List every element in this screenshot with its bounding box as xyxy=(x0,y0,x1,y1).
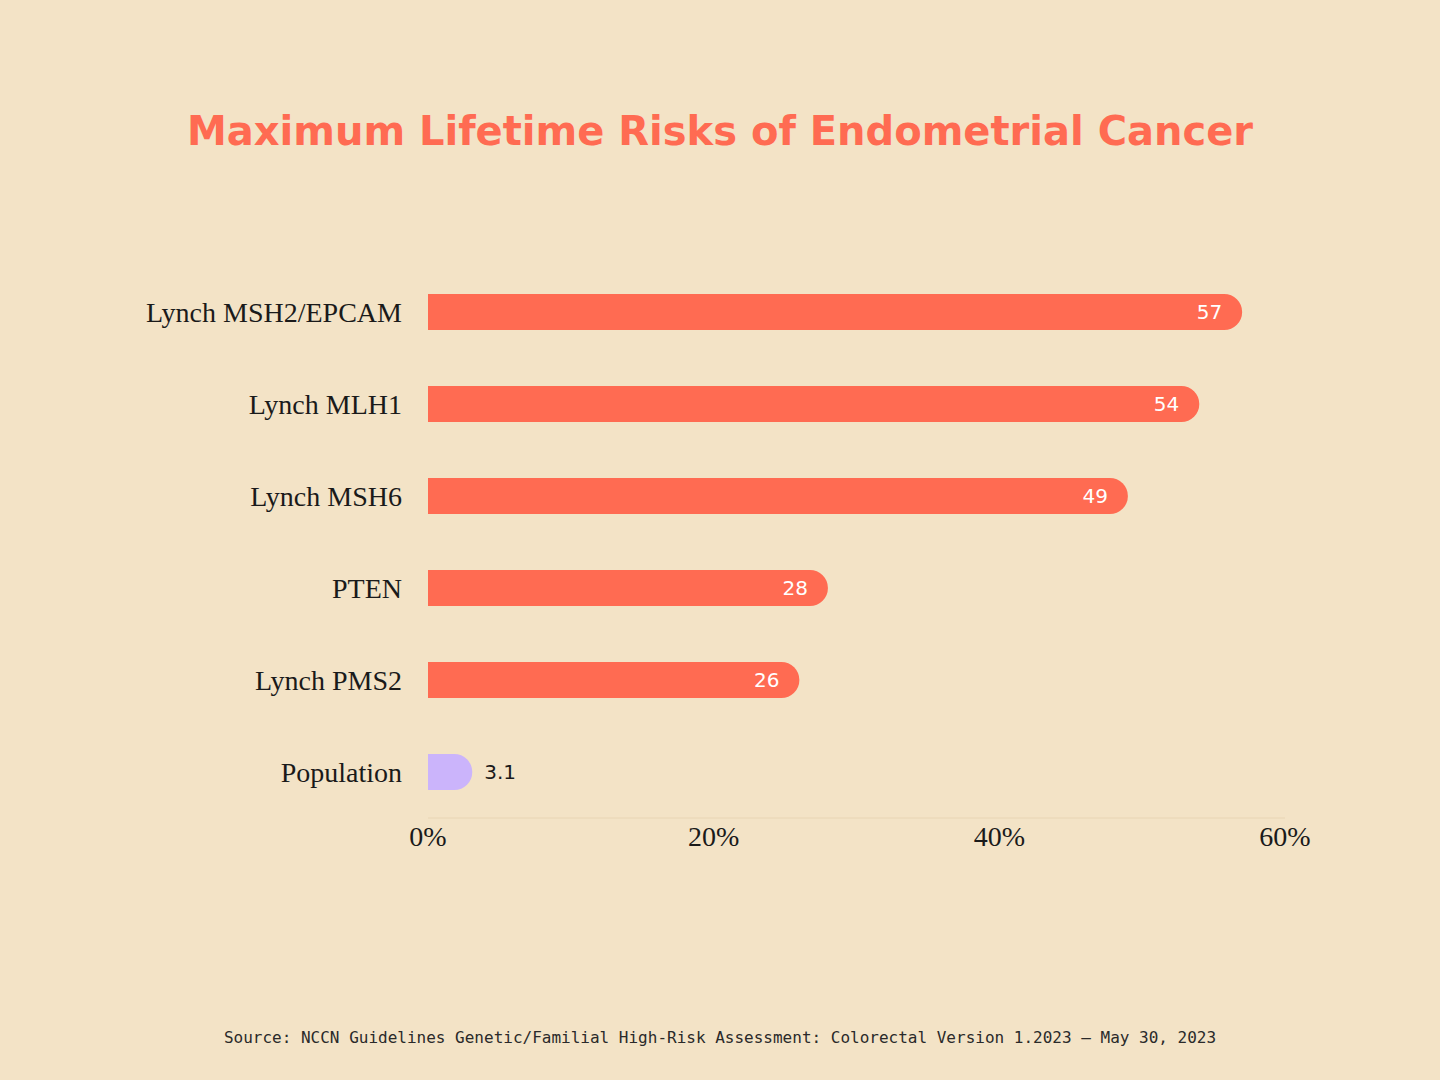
svg-text:Population: Population xyxy=(281,757,402,788)
svg-text:3.1: 3.1 xyxy=(484,760,516,784)
svg-text:49: 49 xyxy=(1082,484,1107,508)
svg-text:PTEN: PTEN xyxy=(332,573,402,604)
svg-text:Lynch PMS2: Lynch PMS2 xyxy=(255,665,402,696)
html-text:Source: NCCN Guidelines Geneti: Source: NCCN Guidelines Genetic/Familial… xyxy=(223,1028,1217,1047)
html-text:Maximum Lifetime Risks of Endo: Maximum Lifetime Risks of Endometrial Ca… xyxy=(186,108,1254,154)
svg-text:57: 57 xyxy=(1197,300,1222,324)
svg-text:20%: 20% xyxy=(688,821,739,852)
svg-text:Lynch MLH1: Lynch MLH1 xyxy=(249,389,402,420)
svg-text:40%: 40% xyxy=(974,821,1025,852)
svg-text:Lynch MSH2/EPCAM: Lynch MSH2/EPCAM xyxy=(146,297,402,328)
svg-text:Lynch MSH6: Lynch MSH6 xyxy=(250,481,402,512)
svg-text:60%: 60% xyxy=(1259,821,1310,852)
svg-text:0%: 0% xyxy=(409,821,446,852)
svg-text:26: 26 xyxy=(754,668,779,692)
svg-text:28: 28 xyxy=(782,576,807,600)
svg-text:54: 54 xyxy=(1154,392,1179,416)
